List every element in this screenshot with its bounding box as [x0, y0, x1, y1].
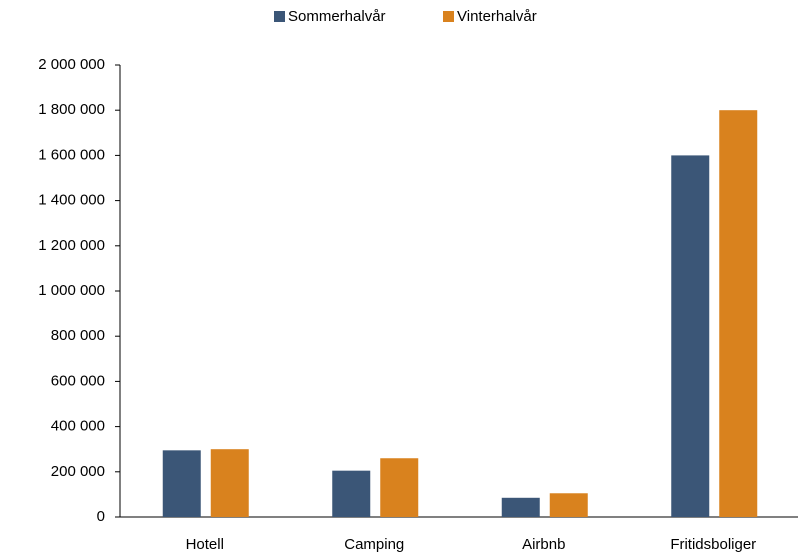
legend-swatch — [274, 11, 285, 22]
y-tick-label: 600 000 — [51, 372, 105, 389]
bar — [162, 450, 201, 517]
legend-label: Sommerhalvår — [288, 8, 386, 25]
legend-label: Vinterhalvår — [457, 8, 537, 25]
y-tick-label: 2 000 000 — [38, 56, 105, 73]
y-tick-label: 400 000 — [51, 418, 105, 435]
x-tick-label: Camping — [344, 536, 404, 553]
y-tick-label: 1 800 000 — [38, 101, 105, 118]
y-tick-label: 0 — [97, 508, 105, 525]
x-tick-label: Fritidsboliger — [670, 536, 756, 553]
bar — [210, 449, 249, 517]
bar — [380, 458, 419, 517]
bar — [549, 493, 588, 517]
bar — [671, 155, 710, 517]
y-tick-label: 800 000 — [51, 327, 105, 344]
y-tick-label: 1 200 000 — [38, 237, 105, 254]
y-tick-label: 1 000 000 — [38, 282, 105, 299]
y-tick-label: 1 400 000 — [38, 192, 105, 209]
bar — [332, 470, 371, 517]
legend-swatch — [443, 11, 454, 22]
x-tick-label: Airbnb — [522, 536, 565, 553]
y-tick-label: 1 600 000 — [38, 146, 105, 163]
y-tick-label: 200 000 — [51, 463, 105, 480]
x-tick-label: Hotell — [186, 536, 224, 553]
bar — [501, 497, 540, 517]
bar — [719, 110, 758, 517]
